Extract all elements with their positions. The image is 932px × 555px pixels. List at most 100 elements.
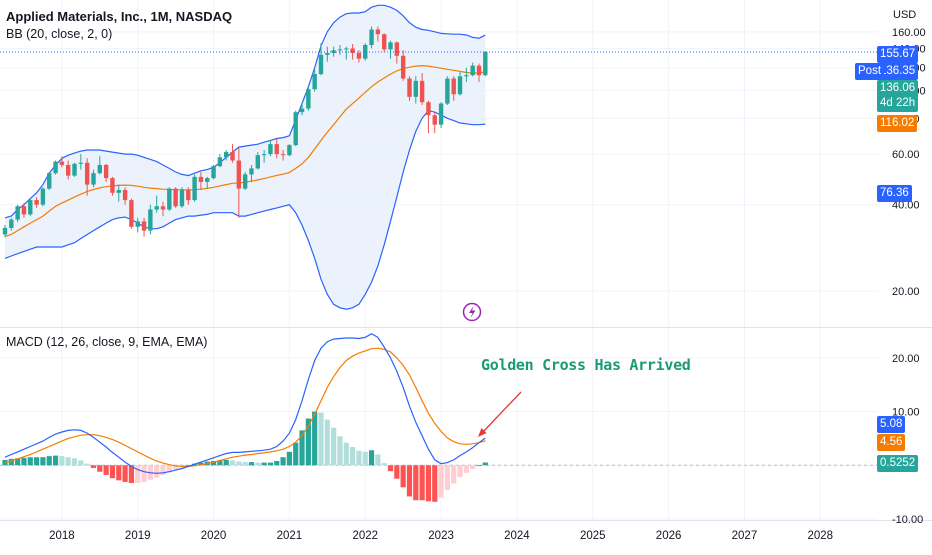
- candle-body[interactable]: [154, 206, 159, 210]
- candle-body[interactable]: [47, 173, 52, 189]
- candle-body[interactable]: [217, 157, 223, 167]
- macd-histogram-bar: [84, 463, 90, 466]
- candle-body[interactable]: [400, 55, 406, 79]
- macd-histogram-bar: [97, 465, 103, 472]
- candle-body[interactable]: [426, 102, 431, 116]
- candle-body[interactable]: [280, 154, 286, 156]
- macd-histogram-bar: [476, 465, 482, 467]
- candle-body[interactable]: [91, 173, 96, 185]
- macd-histogram-bar: [255, 462, 261, 466]
- candle-body[interactable]: [306, 89, 311, 109]
- candle-body[interactable]: [103, 164, 109, 179]
- candle-body[interactable]: [173, 188, 178, 207]
- candle-body[interactable]: [230, 152, 235, 161]
- macd-histogram-bar: [387, 465, 394, 472]
- macd-histogram-bar: [8, 458, 14, 466]
- candle-body[interactable]: [186, 190, 191, 201]
- macd-histogram-bar: [52, 455, 59, 466]
- candle-body[interactable]: [255, 155, 260, 169]
- candle-body[interactable]: [135, 221, 140, 227]
- candle-body[interactable]: [72, 163, 77, 176]
- candle-body[interactable]: [236, 160, 242, 189]
- candle-body[interactable]: [141, 221, 147, 231]
- candle-body[interactable]: [167, 188, 172, 210]
- candle-body[interactable]: [312, 74, 317, 90]
- candle-body[interactable]: [15, 206, 20, 220]
- candle-body[interactable]: [299, 108, 305, 113]
- candle-body[interactable]: [53, 161, 58, 174]
- candle-body[interactable]: [438, 103, 444, 125]
- candle-body[interactable]: [211, 166, 216, 179]
- candle-body[interactable]: [344, 48, 349, 50]
- candle-body[interactable]: [84, 162, 90, 185]
- candle-body[interactable]: [9, 219, 14, 228]
- candle-body[interactable]: [382, 34, 387, 50]
- macd-histogram-bar: [116, 465, 122, 481]
- candle-body[interactable]: [116, 190, 121, 193]
- candle-body[interactable]: [325, 53, 330, 55]
- candle-body[interactable]: [242, 174, 248, 189]
- candle-body[interactable]: [318, 54, 324, 75]
- candle-body[interactable]: [407, 78, 412, 97]
- candle-body[interactable]: [122, 190, 128, 201]
- candle-body[interactable]: [476, 65, 482, 76]
- candle-body[interactable]: [261, 154, 267, 156]
- macd-histogram-bar: [65, 457, 71, 466]
- candle-body[interactable]: [28, 200, 33, 215]
- bb-indicator-label[interactable]: BB (20, close, 2, 0): [6, 27, 113, 41]
- candle-body[interactable]: [388, 42, 393, 50]
- macd-indicator-label[interactable]: MACD (12, 26, close, 9, EMA, EMA): [6, 335, 208, 349]
- candle-body[interactable]: [268, 144, 273, 155]
- candle-body[interactable]: [224, 152, 229, 158]
- candle-body[interactable]: [148, 209, 153, 231]
- candle-body[interactable]: [419, 80, 425, 103]
- macd-histogram-bar: [280, 457, 286, 466]
- candle-body[interactable]: [179, 190, 185, 207]
- candle-body[interactable]: [198, 176, 204, 182]
- candle-body[interactable]: [337, 49, 343, 51]
- candle-body[interactable]: [457, 76, 463, 95]
- candle-body[interactable]: [369, 29, 374, 45]
- candle-body[interactable]: [40, 188, 46, 205]
- candle-body[interactable]: [192, 176, 197, 201]
- candle-body[interactable]: [249, 168, 254, 175]
- time-axis-label: 2024: [504, 530, 530, 542]
- candle-body[interactable]: [350, 48, 355, 54]
- candle-body[interactable]: [21, 206, 27, 215]
- macd-histogram-bar: [90, 465, 97, 468]
- time-axis-label: 2020: [201, 530, 227, 542]
- macd-histogram-bar: [198, 462, 204, 466]
- candle-body[interactable]: [2, 227, 8, 235]
- macd-histogram-bar: [432, 465, 438, 502]
- candle-body[interactable]: [451, 78, 456, 95]
- candle-body[interactable]: [375, 29, 381, 35]
- macd-histogram-bar: [331, 427, 337, 466]
- candle-body[interactable]: [34, 200, 39, 205]
- candle-body[interactable]: [464, 75, 469, 77]
- candle-body[interactable]: [59, 161, 65, 165]
- candle-body[interactable]: [274, 144, 279, 155]
- candle-body[interactable]: [470, 65, 475, 76]
- candle-body[interactable]: [363, 44, 368, 59]
- candle-body[interactable]: [293, 112, 298, 146]
- candle-body[interactable]: [205, 178, 210, 182]
- candle-body[interactable]: [394, 42, 400, 56]
- candle-body[interactable]: [413, 80, 418, 97]
- candle-body[interactable]: [287, 145, 292, 156]
- candle-body[interactable]: [160, 206, 166, 210]
- candle-body[interactable]: [110, 178, 115, 193]
- macd-histogram-bar: [128, 465, 134, 484]
- candle-body[interactable]: [432, 115, 437, 125]
- macd-histogram-bar: [78, 460, 84, 466]
- candle-body[interactable]: [129, 200, 134, 227]
- candle-body[interactable]: [66, 164, 71, 176]
- golden-cross-annotation: Golden Cross Has Arrived: [481, 356, 691, 374]
- candle-body[interactable]: [78, 162, 84, 164]
- candle-body[interactable]: [445, 78, 450, 104]
- macd-histogram-bar: [229, 460, 236, 466]
- candle-body[interactable]: [483, 52, 488, 76]
- candle-body[interactable]: [356, 53, 362, 59]
- candle-body[interactable]: [97, 164, 102, 174]
